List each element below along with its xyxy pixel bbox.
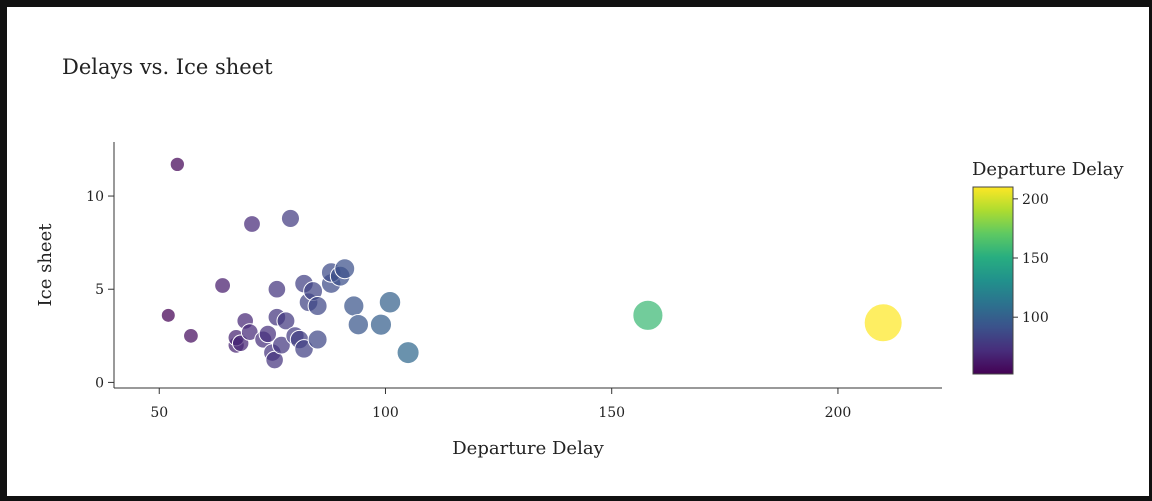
colorbar-gradient — [972, 186, 1014, 375]
x-tick-label: 150 — [598, 405, 625, 421]
y-tick-label: 10 — [86, 189, 104, 205]
scatter-point — [276, 311, 296, 331]
y-axis-ticks: 0 5 10 — [86, 189, 114, 391]
scatter-point — [343, 295, 365, 317]
colorbar-tick-label: 200 — [1022, 192, 1049, 208]
scatter-point — [267, 279, 287, 299]
scatter-point — [280, 208, 301, 228]
chart-frame: Delays vs. Ice sheet 50 100 150 200 0 5 10 De… — [7, 7, 1149, 496]
scatter-point — [243, 215, 261, 233]
x-axis-ticks: 50 100 150 200 — [150, 388, 851, 421]
plot-axes — [113, 142, 942, 389]
colorbar-title: Departure Delay — [972, 159, 1124, 180]
scatter-point — [307, 329, 328, 350]
colorbar-ticks: 100 150 200 — [1013, 192, 1049, 326]
scatter-chart: Delays vs. Ice sheet 50 100 150 200 0 5 10 De… — [35, 55, 1124, 459]
colorbar-tick-label: 100 — [1022, 310, 1049, 326]
scatter-point — [169, 156, 185, 173]
scatter-point — [334, 258, 356, 280]
y-tick-label: 5 — [95, 282, 104, 298]
colorbar-tick-label: 150 — [1022, 251, 1049, 267]
scatter-point — [183, 327, 199, 344]
scatter-point — [863, 303, 903, 343]
scatter-point — [347, 313, 370, 336]
chart-title: Delays vs. Ice sheet — [62, 55, 273, 79]
colorbar: Departure Delay 100 150 200 — [972, 159, 1124, 375]
scatter-point — [258, 324, 278, 344]
scatter-point — [160, 307, 176, 323]
scatter-point — [378, 291, 402, 314]
x-tick-label: 200 — [825, 405, 852, 421]
scatter-point — [294, 339, 314, 359]
x-tick-label: 100 — [372, 405, 399, 421]
data-points — [160, 156, 903, 370]
x-axis-label: Departure Delay — [452, 438, 604, 459]
scatter-point — [369, 313, 393, 336]
scatter-point — [396, 341, 420, 365]
scatter-point — [272, 335, 291, 355]
scatter-point — [632, 299, 664, 331]
x-tick-label: 50 — [150, 405, 168, 421]
y-tick-label: 0 — [95, 375, 104, 391]
scatter-point — [214, 277, 232, 294]
scatter-point — [307, 295, 328, 317]
y-axis-label: Ice sheet — [35, 223, 56, 307]
